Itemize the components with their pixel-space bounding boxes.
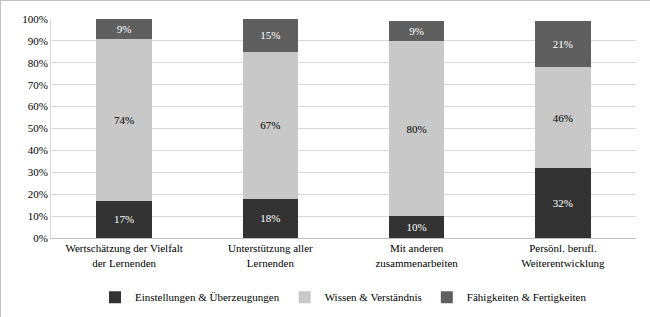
svg-text:60%: 60%	[28, 100, 48, 112]
svg-text:Wertschätzung der Vielfaltder: Wertschätzung der Vielfaltder Lernenden	[65, 242, 182, 268]
svg-text:32%: 32%	[553, 197, 573, 209]
svg-text:Mit anderenzusammenarbeiten: Mit anderenzusammenarbeiten	[375, 242, 458, 268]
svg-text:Einstellungen & Überzeugungen: Einstellungen & Überzeugungen	[135, 291, 280, 303]
svg-text:21%: 21%	[553, 38, 573, 50]
svg-text:67%: 67%	[260, 119, 280, 131]
svg-text:46%: 46%	[553, 112, 573, 124]
svg-text:50%: 50%	[28, 122, 48, 134]
svg-text:74%: 74%	[114, 114, 134, 126]
svg-text:9%: 9%	[117, 23, 132, 35]
svg-text:20%: 20%	[28, 188, 48, 200]
svg-text:Persönl. berufl.Weiterentwickl: Persönl. berufl.Weiterentwicklung	[521, 242, 605, 268]
svg-text:Fähigkeiten & Fertigkeiten: Fähigkeiten & Fertigkeiten	[467, 291, 587, 303]
svg-text:9%: 9%	[409, 25, 424, 37]
svg-text:100%: 100%	[22, 13, 48, 25]
svg-text:15%: 15%	[260, 29, 280, 41]
svg-text:40%: 40%	[28, 144, 48, 156]
svg-text:90%: 90%	[28, 35, 48, 47]
svg-text:18%: 18%	[260, 212, 280, 224]
svg-text:70%: 70%	[28, 79, 48, 91]
svg-text:10%: 10%	[28, 210, 48, 222]
svg-text:0%: 0%	[33, 232, 48, 244]
svg-text:17%: 17%	[114, 213, 134, 225]
svg-text:Unterstützung allerLernenden: Unterstützung allerLernenden	[228, 242, 313, 268]
svg-text:80%: 80%	[28, 57, 48, 69]
svg-text:Wissen & Verständnis: Wissen & Verständnis	[325, 291, 422, 303]
svg-text:30%: 30%	[28, 166, 48, 178]
svg-text:10%: 10%	[407, 221, 427, 233]
svg-text:80%: 80%	[407, 123, 427, 135]
